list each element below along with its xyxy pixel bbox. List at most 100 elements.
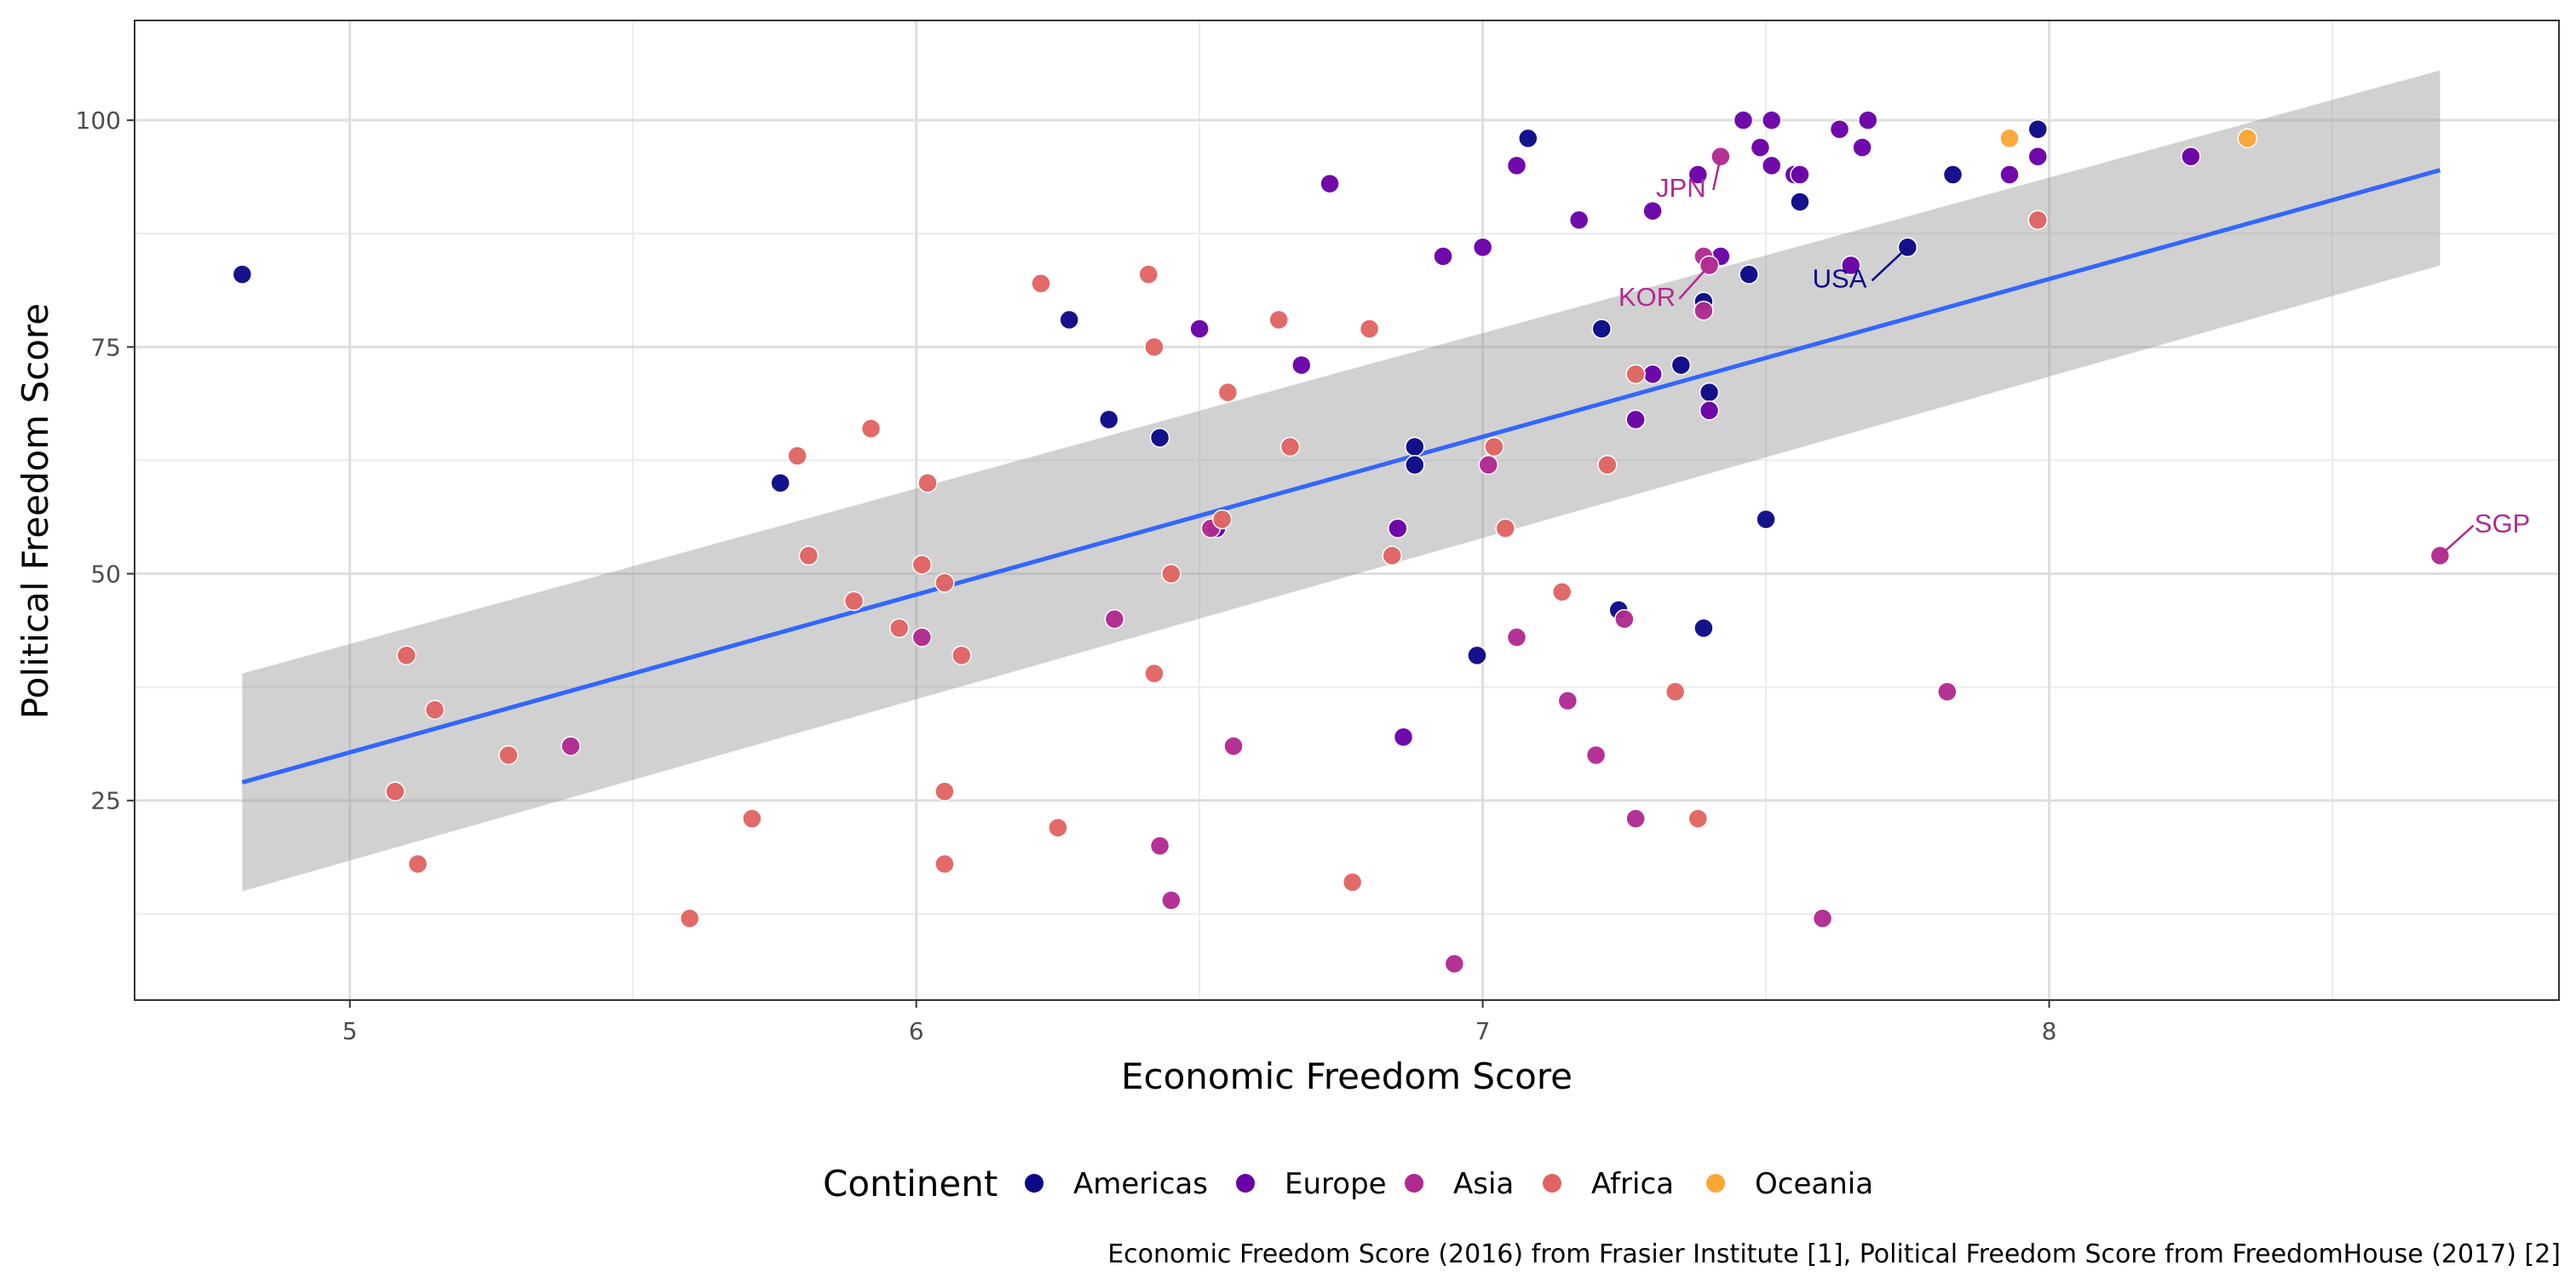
data-point-africa <box>1217 382 1239 403</box>
data-point-europe <box>1472 237 1493 257</box>
x-tick-label: 8 <box>2042 1017 2057 1045</box>
legend-key-americas <box>1025 1174 1044 1193</box>
y-tick-label: 25 <box>90 787 121 815</box>
y-axis-ticks: 25 50 75 100 <box>76 106 135 815</box>
data-point-europe <box>1750 137 1771 158</box>
data-point-europe <box>1790 164 1810 185</box>
data-point-africa <box>1268 309 1289 331</box>
legend-label-oceania: Oceania <box>1755 1167 1873 1201</box>
data-point-asia <box>1614 609 1635 630</box>
legend-key-africa <box>1543 1174 1561 1193</box>
data-point-africa <box>1211 509 1233 530</box>
data-point-asia <box>1557 690 1578 711</box>
legend-entries: Americas Europe Asia Africa Oceania <box>1025 1167 1873 1201</box>
data-point-americas <box>1756 509 1776 530</box>
data-point-africa <box>424 699 446 721</box>
data-point-europe <box>1291 354 1312 376</box>
data-point-africa <box>917 473 938 493</box>
data-point-asia <box>1506 627 1527 647</box>
data-point-africa <box>498 745 519 766</box>
data-point-africa <box>1279 436 1301 457</box>
point-label-sgp: SGP <box>2475 509 2530 538</box>
data-point-europe <box>1761 155 1782 176</box>
data-point-americas <box>1739 264 1759 285</box>
y-tick-label: 75 <box>90 333 121 361</box>
x-axis-title: Economic Freedom Score <box>1121 1055 1573 1097</box>
data-point-africa <box>860 418 882 439</box>
data-point-europe <box>1858 110 1878 130</box>
data-point-africa <box>1031 273 1051 294</box>
trend-line <box>241 168 2441 785</box>
data-point-africa <box>952 645 972 666</box>
annotation-leader-line <box>2439 525 2475 557</box>
data-point-asia <box>1149 836 1170 856</box>
data-point-asia <box>1444 953 1465 975</box>
data-point-americas <box>1405 436 1425 457</box>
y-axis-title: Political Freedom Score <box>14 303 56 719</box>
panel-border <box>134 20 2560 1001</box>
data-point-asia <box>1585 745 1607 766</box>
data-point-americas <box>232 264 253 285</box>
data-point-africa <box>396 645 417 666</box>
data-point-africa <box>1382 545 1402 566</box>
data-point-africa <box>385 781 405 802</box>
data-point-europe <box>1433 246 1453 267</box>
data-point-asia <box>1937 681 1958 702</box>
legend-label-asia: Asia <box>1453 1167 1514 1201</box>
data-point-asia <box>1223 736 1244 756</box>
y-tick-label: 50 <box>90 561 121 589</box>
legend-key-europe <box>1236 1174 1255 1193</box>
point-annotations: JPN KOR USA SGP <box>1619 156 2530 557</box>
data-point-europe <box>2181 146 2201 167</box>
confidence-band <box>242 70 2441 892</box>
data-point-europe <box>2027 146 2048 167</box>
data-point-africa <box>787 446 808 466</box>
data-point-asia <box>1161 890 1182 911</box>
annotation-leader-line <box>1678 264 1711 300</box>
data-point-africa <box>1138 264 1159 285</box>
data-points <box>232 110 2451 975</box>
legend-label-europe: Europe <box>1285 1167 1387 1201</box>
data-point-africa <box>888 618 910 639</box>
legend-key-asia <box>1405 1174 1423 1193</box>
data-point-africa <box>1597 455 1618 475</box>
data-point-europe <box>1625 409 1646 430</box>
point-label-usa: USA <box>1813 263 1867 293</box>
confidence-band-layer <box>242 70 2441 892</box>
data-point-africa <box>1048 817 1068 838</box>
data-point-africa <box>1161 563 1182 584</box>
data-point-africa <box>934 572 955 593</box>
point-label-kor: KOR <box>1619 282 1676 312</box>
data-point-africa <box>1484 436 1504 457</box>
data-point-americas <box>1699 382 1720 403</box>
x-tick-label: 6 <box>909 1017 924 1045</box>
data-point-africa <box>1495 518 1515 539</box>
data-point-europe <box>1506 155 1527 176</box>
data-point-europe <box>1568 210 1590 231</box>
data-point-africa <box>2027 210 2048 231</box>
data-point-americas <box>1405 455 1425 475</box>
data-point-africa <box>1665 681 1686 702</box>
data-point-africa <box>1144 336 1164 358</box>
data-point-africa <box>1342 871 1363 893</box>
data-point-asia <box>1478 455 1498 475</box>
data-point-americas <box>1693 618 1714 639</box>
data-point-oceania <box>2237 128 2258 149</box>
data-point-africa <box>407 854 428 875</box>
y-tick-label: 100 <box>76 106 121 135</box>
x-tick-label: 7 <box>1475 1017 1491 1045</box>
data-point-americas <box>1591 319 1612 339</box>
data-point-americas <box>2027 119 2048 140</box>
data-point-americas <box>1467 645 1487 666</box>
data-point-europe <box>1688 164 1709 185</box>
data-point-europe <box>1841 255 1861 276</box>
data-point-americas <box>1149 428 1170 448</box>
data-point-europe <box>1999 164 2020 185</box>
data-point-africa <box>1625 364 1646 385</box>
data-point-africa <box>679 908 700 929</box>
data-point-europe <box>1642 200 1663 221</box>
data-point-asia <box>561 736 581 756</box>
panel-background <box>135 20 2559 1000</box>
data-point-africa <box>934 854 955 875</box>
